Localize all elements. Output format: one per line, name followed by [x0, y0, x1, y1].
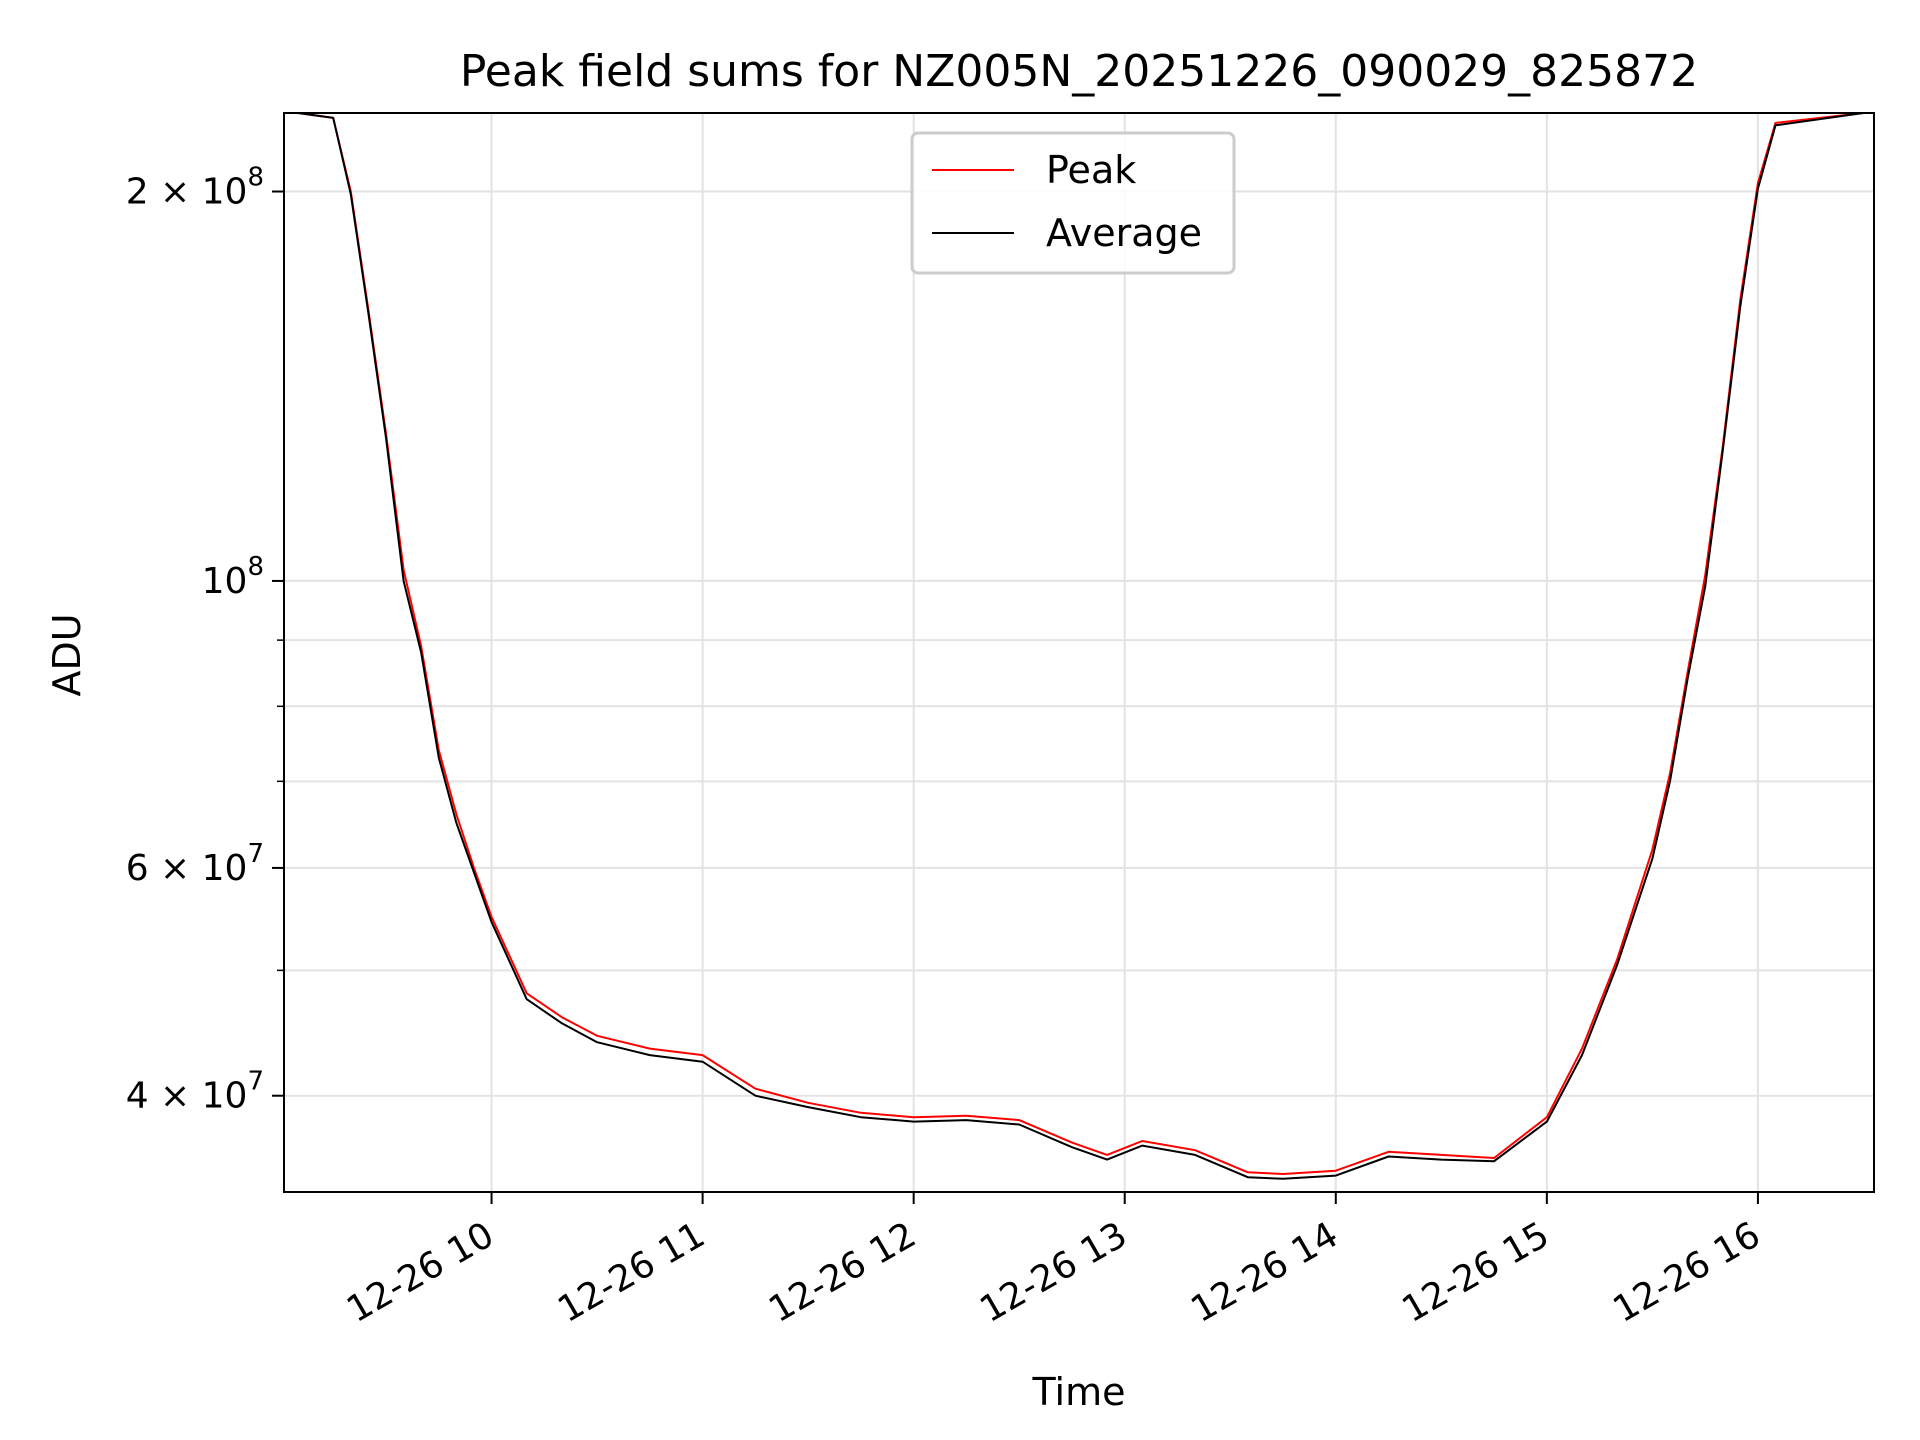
y-tick-label-base: 2 × 10 [126, 172, 248, 213]
plot-frame [283, 112, 1875, 1193]
y-tick-label: 2 × 108 [126, 163, 264, 213]
y-tick-label-base: 4 × 10 [126, 1076, 248, 1117]
legend-label-average: Average [1046, 211, 1202, 255]
legend: Peak Average [910, 131, 1236, 275]
y-tick-label: 6 × 107 [126, 839, 264, 889]
y-tick-label-exponent: 8 [247, 163, 264, 193]
y-axis-label: ADU [45, 613, 89, 696]
series-line-average [297, 112, 1864, 1180]
chart-title: Peak field sums for NZ005N_20251226_0900… [460, 46, 1698, 97]
series-line-peak [297, 112, 1864, 1175]
y-tick-label: 4 × 107 [126, 1067, 264, 1117]
y-tick-label-base: 10 [202, 561, 248, 602]
x-axis-label: Time [1032, 1370, 1126, 1414]
legend-label-peak: Peak [1046, 148, 1136, 192]
y-tick-label-exponent: 7 [247, 1067, 264, 1097]
y-tick-label-exponent: 7 [247, 839, 264, 869]
y-tick-label-base: 6 × 10 [126, 848, 248, 889]
legend-box [910, 131, 1236, 275]
y-tick-label-exponent: 8 [247, 552, 264, 582]
series-group [297, 112, 1864, 1180]
y-tick-label: 108 [202, 552, 264, 602]
